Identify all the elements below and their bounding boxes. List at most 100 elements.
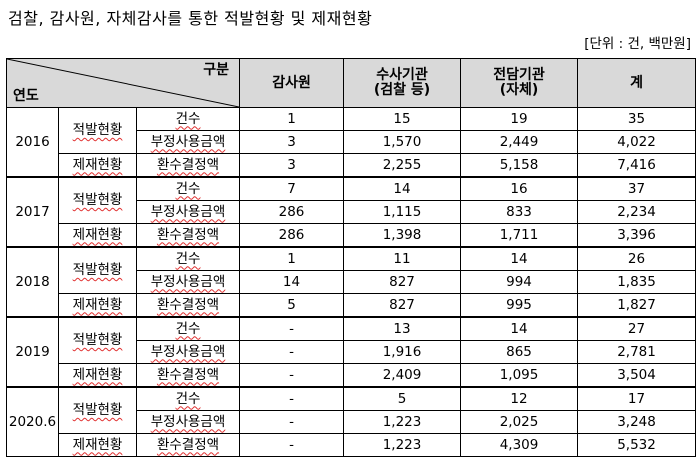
- value-cell: 286: [239, 223, 345, 248]
- table-row: 2016 적발현황 건수 1 15 19 35: [6, 107, 697, 178]
- value-cell: 1,223: [343, 433, 462, 457]
- value-cell: 1,570: [343, 130, 462, 154]
- value-cell: 27: [577, 316, 697, 341]
- value-cell: 4,022: [577, 130, 697, 154]
- value-cell: 14: [239, 270, 345, 294]
- item-cell: 건수: [135, 246, 241, 271]
- value-cell: 7,416: [577, 153, 697, 178]
- value-cell: 14: [460, 246, 579, 271]
- value-cell: 3,248: [577, 410, 697, 434]
- value-cell: 1,095: [460, 363, 579, 388]
- value-cell: -: [239, 410, 345, 434]
- item-cell: 부정사용금액: [135, 200, 241, 224]
- value-cell: 19: [460, 107, 579, 131]
- table-row: 2017 적발현황 건수 7 14 16 37: [6, 176, 697, 248]
- item-cell: 부정사용금액: [135, 130, 241, 154]
- category-cell: 제재현황: [58, 153, 137, 178]
- table-row: 부정사용금액 286 1,115 833 2,234: [7, 200, 697, 224]
- table-row: 제재현황 환수결정액 -1,223 4,309 5,532: [7, 433, 697, 457]
- value-cell: 7: [239, 176, 345, 201]
- year-cell: 2016: [6, 107, 59, 178]
- table-row: 2020.6 적발현황 건수 -5 12 17: [6, 386, 697, 457]
- item-cell: 부정사용금액: [135, 410, 241, 434]
- value-cell: 2,234: [577, 200, 697, 224]
- header-col-investigation: 수사기관 (검찰 등): [343, 58, 462, 108]
- diagonal-divider: [7, 59, 239, 107]
- value-cell: 833: [460, 200, 579, 224]
- value-cell: 5: [239, 293, 345, 318]
- value-cell: 3,396: [577, 223, 697, 248]
- value-cell: 2,449: [460, 130, 579, 154]
- value-cell: -: [239, 340, 345, 364]
- year-cell: 2019: [6, 316, 59, 388]
- value-cell: 1,398: [343, 223, 462, 248]
- header-col-audit-board: 감사원: [239, 58, 345, 108]
- table-row: 제재현황 환수결정액 3 2,255 5,158 7,416: [7, 153, 697, 178]
- table-body: 2016 적발현황 건수 1 15 19 35 부정사용금액 3 1,570 2,449 4,022 제…: [6, 107, 697, 457]
- unit-note: [단위 : 건, 백만원]: [584, 36, 691, 52]
- value-cell: 35: [577, 107, 697, 131]
- table-row: 부정사용금액 3 1,570 2,449 4,022: [7, 130, 697, 154]
- year-cell: 2020.6: [6, 386, 59, 457]
- category-cell: 제재현황: [58, 363, 137, 388]
- value-cell: 994: [460, 270, 579, 294]
- header-col-total: 계: [577, 58, 697, 108]
- header-year-label: 연도: [13, 88, 39, 104]
- value-cell: -: [239, 316, 345, 341]
- document-title: 검찰, 감사원, 자체감사를 통한 적발현황 및 제재현황: [8, 9, 373, 28]
- value-cell: -: [239, 363, 345, 388]
- value-cell: 3: [239, 153, 345, 178]
- value-cell: 26: [577, 246, 697, 271]
- value-cell: 37: [577, 176, 697, 201]
- item-cell: 건수: [135, 386, 241, 411]
- item-cell: 환수결정액: [135, 153, 241, 178]
- header-col-dedicated-agency: 전담기관 (자체): [460, 58, 579, 108]
- value-cell: 286: [239, 200, 345, 224]
- category-cell: 제재현황: [58, 293, 137, 318]
- value-cell: 15: [343, 107, 462, 131]
- category-cell: 제재현황: [58, 433, 137, 457]
- value-cell: 12: [460, 386, 579, 411]
- table-row: 제재현황 환수결정액 -2,409 1,095 3,504: [7, 363, 697, 388]
- item-cell: 건수: [135, 316, 241, 341]
- item-cell: 부정사용금액: [135, 340, 241, 364]
- table-row: 제재현황 환수결정액 5 827 995 1,827: [7, 293, 697, 318]
- value-cell: 3,504: [577, 363, 697, 388]
- value-cell: 1,711: [460, 223, 579, 248]
- value-cell: 2,255: [343, 153, 462, 178]
- year-cell: 2017: [6, 176, 59, 248]
- value-cell: 827: [343, 270, 462, 294]
- header-corner-cell: 구분 연도: [5, 58, 241, 108]
- table-row: 2019 적발현황 건수 -13 14 27: [6, 316, 697, 388]
- table-row: 부정사용금액 -1,916 865 2,781: [7, 340, 697, 364]
- value-cell: 16: [460, 176, 579, 201]
- category-cell: 적발현황: [58, 107, 137, 154]
- table-row: 제재현황 환수결정액 286 1,398 1,711 3,396: [7, 223, 697, 248]
- value-cell: 1,115: [343, 200, 462, 224]
- category-cell: 적발현황: [58, 316, 137, 364]
- value-cell: -: [239, 386, 345, 411]
- header-category-label: 구분: [203, 62, 230, 78]
- table-row: 2018 적발현황 건수 1 11 14 26: [6, 246, 697, 318]
- value-cell: 2,025: [460, 410, 579, 434]
- item-cell: 건수: [135, 107, 241, 131]
- item-cell: 환수결정액: [135, 363, 241, 388]
- value-cell: 2,781: [577, 340, 697, 364]
- value-cell: 14: [460, 316, 579, 341]
- value-cell: 5: [343, 386, 462, 411]
- item-cell: 환수결정액: [135, 223, 241, 248]
- value-cell: -: [239, 433, 345, 457]
- value-cell: 1,916: [343, 340, 462, 364]
- category-cell: 적발현황: [58, 176, 137, 224]
- category-cell: 적발현황: [58, 246, 137, 294]
- value-cell: 4,309: [460, 433, 579, 457]
- item-cell: 환수결정액: [135, 433, 241, 457]
- value-cell: 827: [343, 293, 462, 318]
- value-cell: 1: [239, 246, 345, 271]
- value-cell: 1: [239, 107, 345, 131]
- item-cell: 부정사용금액: [135, 270, 241, 294]
- item-cell: 환수결정액: [135, 293, 241, 318]
- enforcement-table: 구분 연도 감사원 수사기관 (검찰 등) 전담기관 (자체) 계 2016 적발현황…: [5, 58, 697, 457]
- value-cell: 17: [577, 386, 697, 411]
- category-cell: 제재현황: [58, 223, 137, 248]
